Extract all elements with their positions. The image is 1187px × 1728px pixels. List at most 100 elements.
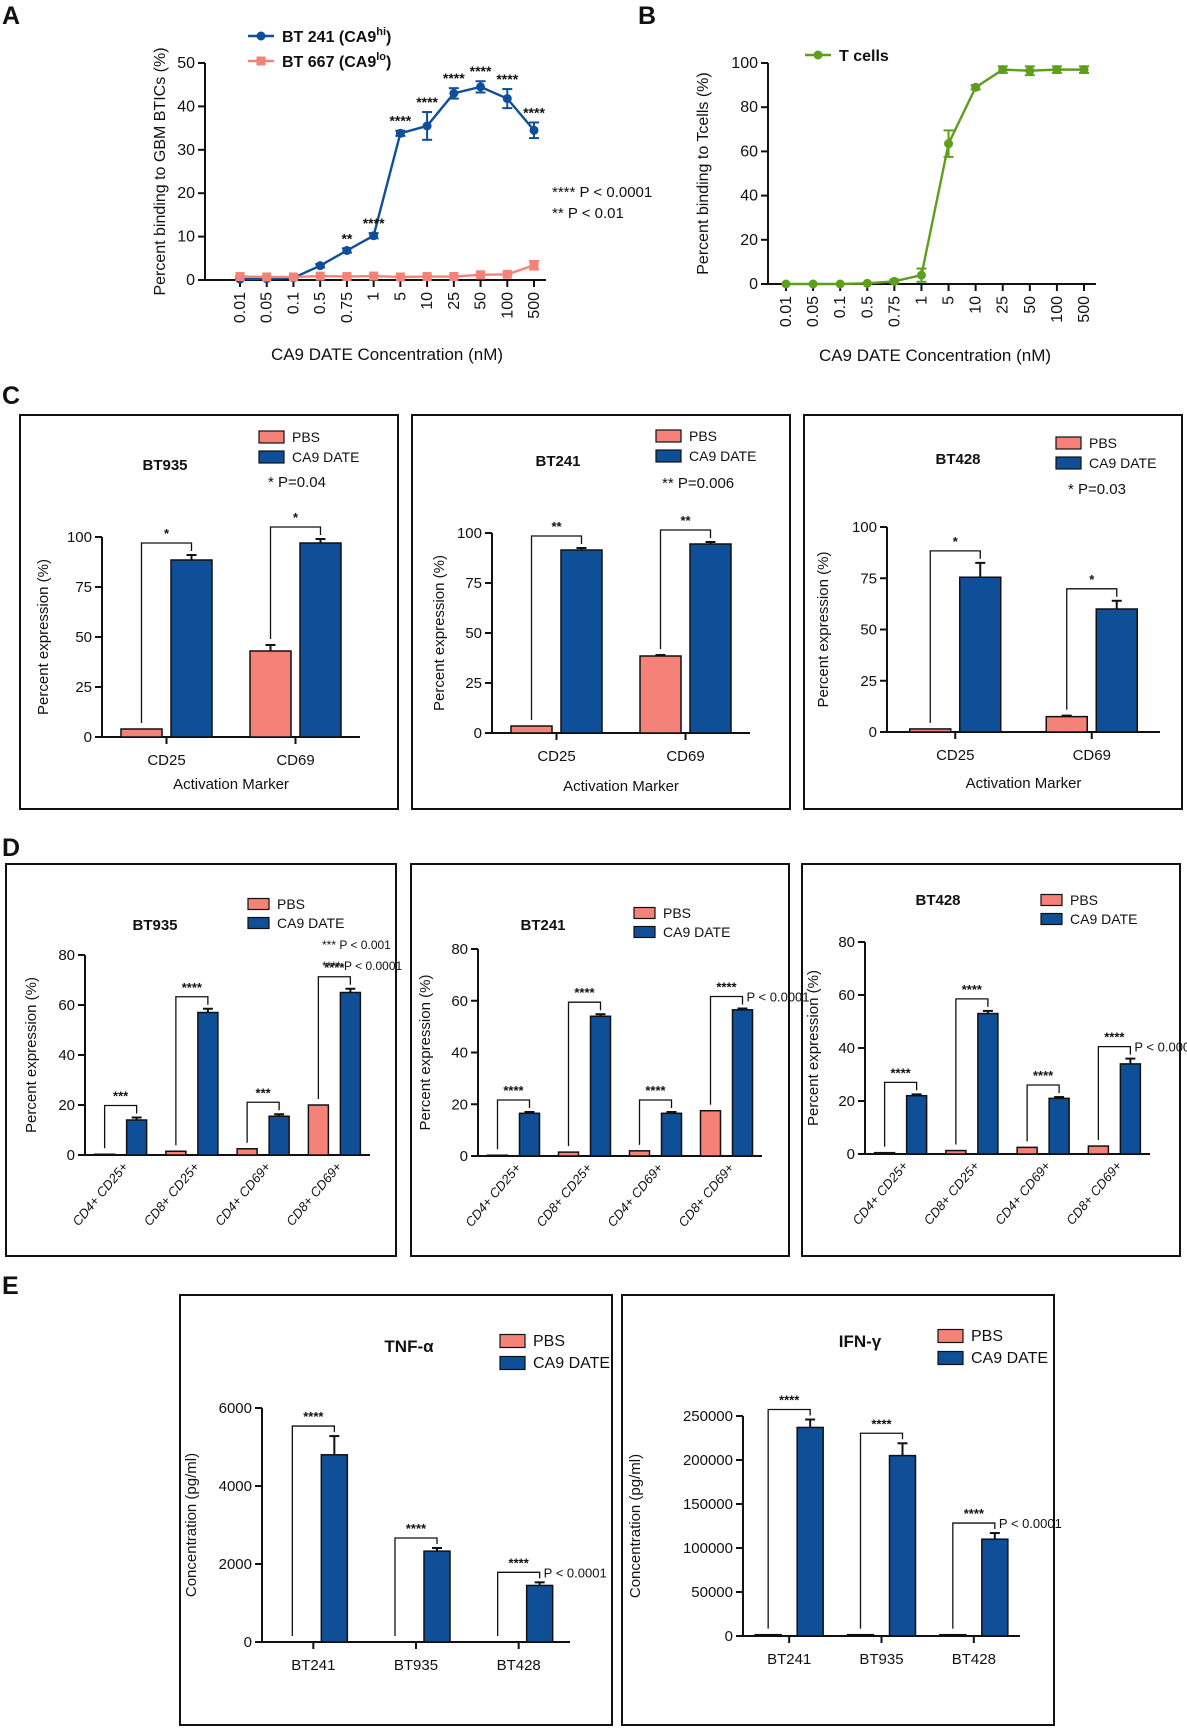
chart-c1-bar-pbs bbox=[120, 728, 163, 738]
chart-c2-sig-bracket bbox=[530, 535, 583, 720]
chart-d3-sig-bracket bbox=[955, 998, 989, 1145]
chart-e2-y-tick-label: 100000 bbox=[683, 1540, 733, 1557]
chart-d3-y-tick-label: 80 bbox=[838, 934, 855, 951]
chart-c2-legend-label: CA9 DATE bbox=[689, 448, 756, 464]
chart-e1-sig-label: **** bbox=[509, 1555, 530, 1570]
chart-d1-legend-label: CA9 DATE bbox=[277, 915, 344, 931]
chart-e1-y-label: Concentration (pg/ml) bbox=[183, 1453, 200, 1597]
chart-c3-legend-label: PBS bbox=[1089, 435, 1117, 451]
panel-d1-frame bbox=[5, 863, 397, 1257]
chart-c1-y-label: Percent expression (%) bbox=[35, 559, 52, 715]
chart-c2-y-tick-label: 100 bbox=[457, 525, 482, 542]
chart-e2-pvalue-note: P < 0.0001 bbox=[999, 1516, 1062, 1531]
chart-b-x-tick-label: 0.01 bbox=[778, 296, 795, 327]
chart-c3-sig-label: * bbox=[953, 534, 959, 549]
chart-d1-legend-swatch bbox=[247, 897, 270, 911]
chart-e2-sig-bracket bbox=[767, 1408, 811, 1629]
chart-d2-bar-ca9 bbox=[660, 1112, 683, 1157]
panel-e1-frame bbox=[179, 1294, 613, 1726]
chart-a-x-tick-label: 10 bbox=[419, 292, 436, 310]
panel-label-b: B bbox=[638, 2, 656, 30]
chart-a-y-tick-label: 50 bbox=[177, 55, 195, 72]
chart-d1: 0 20 40 60 80 Percent expression (%) CD4+ CD25… bbox=[23, 896, 403, 1229]
chart-d3-pvalue-note: P < 0.0001 bbox=[1134, 1040, 1187, 1055]
chart-d1-y-tick-label: 0 bbox=[67, 1147, 75, 1164]
chart-c1-y-tick-label: 75 bbox=[75, 579, 92, 596]
chart-a-point bbox=[476, 270, 486, 280]
chart-a-legend-label: BT 667 (CA9lo) bbox=[282, 51, 391, 71]
chart-d1-bar-ca9 bbox=[197, 1011, 219, 1156]
chart-e1-sig-label: **** bbox=[406, 1521, 427, 1536]
chart-c2-bar-ca9 bbox=[560, 549, 603, 734]
chart-b-x-tick-label: 10 bbox=[968, 296, 985, 314]
chart-a-sig-label: **** bbox=[363, 215, 385, 231]
chart-c1-x-tick-label: CD69 bbox=[276, 752, 314, 769]
chart-d1-x-tick-label: CD8+ CD69+ bbox=[283, 1159, 345, 1229]
panel-label-a: A bbox=[2, 2, 20, 30]
chart-b-x-tick-label: 25 bbox=[995, 296, 1012, 314]
chart-b-x-tick-label: 0.1 bbox=[832, 296, 849, 318]
chart-e2-sig-bracket bbox=[859, 1432, 904, 1629]
chart-c1-title: BT935 bbox=[142, 457, 187, 474]
chart-e2-legend-label: PBS bbox=[971, 1328, 1003, 1345]
chart-e1-bar-ca9 bbox=[423, 1550, 451, 1643]
chart-b-x-tick-label: 0.5 bbox=[859, 296, 876, 318]
panel-label-c: C bbox=[2, 382, 20, 410]
chart-d3-bar-ca9 bbox=[1119, 1063, 1142, 1155]
chart-e2-y-tick-label: 0 bbox=[725, 1628, 733, 1645]
chart-b-y-tick-label: 100 bbox=[731, 55, 758, 72]
chart-e1-legend-swatch bbox=[499, 1333, 526, 1349]
panel-e2-frame bbox=[621, 1294, 1055, 1726]
chart-d2-sig-bracket bbox=[709, 995, 744, 1105]
chart-c3-x-tick-label: CD25 bbox=[936, 747, 974, 764]
chart-c2-title: BT241 bbox=[535, 453, 580, 470]
chart-d2-y-tick-label: 0 bbox=[460, 1148, 468, 1165]
chart-a-sig-label: **** bbox=[496, 71, 518, 87]
chart-a-sig-label: **** bbox=[523, 104, 545, 120]
chart-d3-legend-label: CA9 DATE bbox=[1070, 911, 1137, 927]
chart-b-point bbox=[944, 139, 954, 149]
chart-e2-y-tick-label: 250000 bbox=[683, 1408, 733, 1425]
chart-e2-sig-label: **** bbox=[964, 1506, 985, 1521]
chart-d3-x-tick-label: CD4+ CD25+ bbox=[849, 1158, 911, 1228]
chart-b: 0 20 40 60 80 100 Percent binding to Tcells (%… bbox=[695, 48, 1096, 365]
chart-d1-x-tick-label: CD4+ CD69+ bbox=[212, 1159, 274, 1229]
chart-d1-legend-swatch bbox=[247, 916, 270, 930]
chart-d1-y-tick-label: 40 bbox=[58, 1047, 75, 1064]
chart-e1-title: TNF-α bbox=[384, 1337, 434, 1356]
chart-a-y-label: Percent binding to GBM BTICs (%) bbox=[152, 47, 169, 295]
chart-d1-sig-label: **** bbox=[324, 960, 345, 975]
chart-a-x-tick-label: 0.5 bbox=[312, 292, 329, 314]
chart-d1-bar-pbs bbox=[236, 1148, 258, 1156]
chart-c2: 0 25 50 75 100 Percent expression (%) CD25 ** CD… bbox=[431, 428, 756, 795]
chart-e1-y-tick-label: 4000 bbox=[219, 1478, 252, 1495]
chart-b-point bbox=[808, 279, 818, 289]
chart-d3: 0 20 40 60 80 Percent expression (%) CD4+ CD25… bbox=[805, 892, 1187, 1228]
chart-d1-pvalue-note: **** P < 0.0001 bbox=[322, 959, 403, 973]
chart-c3-y-label: Percent expression (%) bbox=[815, 552, 832, 708]
chart-e2-sig-label: **** bbox=[779, 1393, 800, 1408]
chart-a-x-tick-label: 25 bbox=[446, 292, 463, 310]
chart-b-point bbox=[781, 279, 791, 289]
chart-a-point bbox=[449, 272, 459, 282]
chart-c1-y-tick-label: 50 bbox=[75, 629, 92, 646]
chart-d2-legend-label: PBS bbox=[663, 905, 691, 921]
panel-c1-frame bbox=[19, 414, 399, 810]
chart-d2-y-tick-label: 20 bbox=[451, 1096, 468, 1113]
chart-d2-bar-pbs bbox=[486, 1154, 509, 1157]
chart-a-x-tick-label: 0.1 bbox=[285, 292, 302, 314]
chart-e1-legend-label: PBS bbox=[533, 1333, 565, 1350]
chart-e2-legend-label: CA9 DATE bbox=[971, 1350, 1048, 1367]
chart-c3-bar-ca9 bbox=[959, 576, 1002, 733]
chart-d2: 0 20 40 60 80 Percent expression (%) CD4+ CD25… bbox=[417, 905, 810, 1230]
chart-c2-x-tick-label: CD25 bbox=[537, 748, 575, 765]
chart-c3-bar-pbs bbox=[909, 728, 952, 733]
chart-a-x-tick-label: 100 bbox=[499, 292, 516, 319]
chart-c3-legend-label: CA9 DATE bbox=[1089, 455, 1156, 471]
panel-label-d: D bbox=[2, 834, 20, 862]
chart-a-legend-label: BT 241 (CA9hi) bbox=[282, 26, 391, 46]
chart-b-point bbox=[862, 278, 872, 288]
panel-label-e: E bbox=[2, 1272, 19, 1300]
panel-d2-frame bbox=[410, 863, 790, 1257]
chart-d2-bar-pbs bbox=[557, 1151, 580, 1157]
